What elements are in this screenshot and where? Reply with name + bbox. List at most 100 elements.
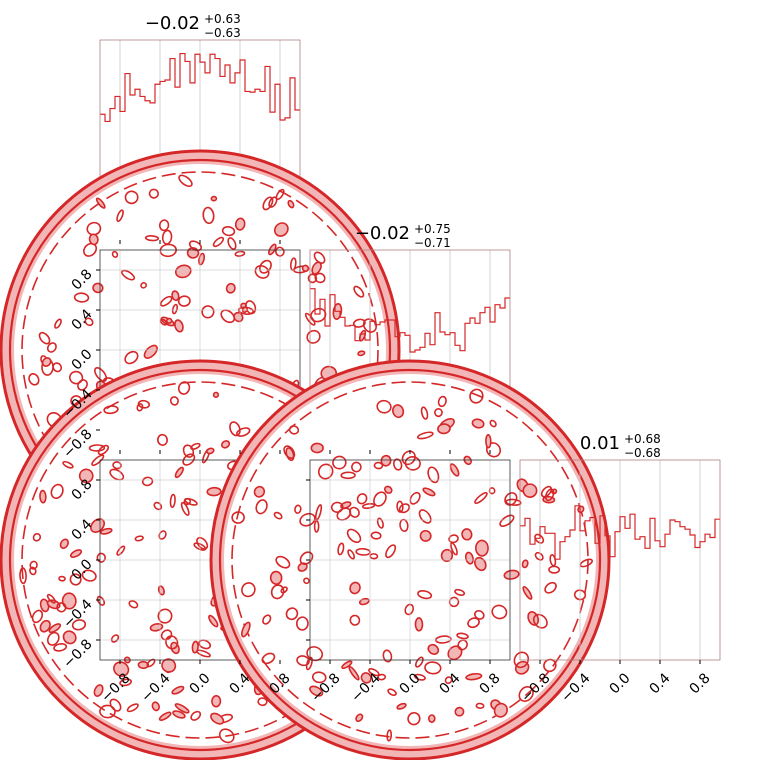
contour-blob <box>190 710 202 721</box>
contour-blob <box>50 483 64 499</box>
contour-blob <box>39 489 47 504</box>
contour-blob <box>310 442 324 454</box>
contour-blob <box>283 445 296 459</box>
contour-blob <box>174 466 184 479</box>
contour-blob <box>39 619 51 633</box>
contour-blob <box>385 544 397 559</box>
contour-blob <box>311 261 322 275</box>
contour-blob <box>111 250 119 258</box>
contour-blob <box>341 660 353 670</box>
contour-blob <box>196 536 209 550</box>
contour-blob <box>352 318 366 328</box>
contour-blob <box>444 676 453 685</box>
contour-blob <box>128 600 139 609</box>
contour-blob <box>361 502 376 510</box>
contour-blob <box>78 468 94 484</box>
contour-blob <box>160 629 173 641</box>
contour-blob <box>382 649 393 663</box>
contour-blob <box>54 318 62 329</box>
contour-blob <box>540 485 553 498</box>
contour-blob <box>370 531 382 540</box>
contour-blob <box>124 350 139 365</box>
histogram-1 <box>310 288 510 353</box>
title-0-minus: −0.63 <box>204 26 241 40</box>
contour-blob <box>227 237 237 250</box>
contour-blob <box>504 492 518 506</box>
contour-blob <box>360 672 372 684</box>
contour-blob <box>169 396 179 406</box>
contour-blob <box>427 466 440 484</box>
contour-blob <box>198 639 212 650</box>
contour-blob <box>543 658 557 673</box>
contour-blob <box>337 542 345 556</box>
contour-blob <box>32 533 42 542</box>
contour-blob <box>475 702 485 709</box>
contour-blob <box>493 702 508 718</box>
contour-blob <box>202 206 215 225</box>
contour-blob <box>396 500 404 513</box>
contour-blob <box>221 225 236 237</box>
contour-blob <box>38 331 51 345</box>
contour-blob <box>56 602 67 613</box>
contour-blob <box>144 235 160 242</box>
contour-blob <box>177 295 191 307</box>
contour-blob <box>212 236 225 248</box>
contour-blob <box>317 463 334 480</box>
contour-blob <box>413 673 426 681</box>
contour-blob <box>475 539 489 557</box>
contour-blob <box>137 399 151 409</box>
contour-blob <box>196 649 211 658</box>
contour-blob <box>190 442 201 450</box>
contour-blob <box>159 318 168 326</box>
contour-blob <box>409 491 421 505</box>
contour-blob <box>236 427 251 437</box>
contour-blob <box>437 395 447 408</box>
contour-blob <box>112 461 122 470</box>
contour-blob <box>349 581 361 595</box>
title-2-minus: −0.68 <box>624 446 661 460</box>
contour-blob <box>349 614 361 626</box>
contour-blob <box>424 661 442 675</box>
contour-blob <box>91 454 105 467</box>
contour-blob <box>353 285 365 298</box>
contour-blob <box>169 493 176 509</box>
contour-blob <box>544 581 557 594</box>
contour-blob <box>427 714 436 723</box>
contour-blob <box>392 404 405 419</box>
title-1-median: −0.02 <box>355 223 410 244</box>
contour-blob <box>103 405 119 415</box>
contour-blob <box>116 209 124 223</box>
contour-blob <box>269 570 283 585</box>
contour-blob <box>469 388 484 404</box>
contour-blob <box>573 589 587 601</box>
contour-blob <box>151 701 161 712</box>
contour-blob <box>301 264 310 272</box>
contour-blob <box>149 622 164 632</box>
contour-blob <box>396 702 407 710</box>
contour-blob <box>205 447 215 455</box>
contour-blob <box>454 588 466 597</box>
contour-blob <box>303 577 310 585</box>
contour-blob <box>313 520 320 533</box>
contour-blob <box>376 517 384 529</box>
contour-blob <box>157 433 168 446</box>
contour-blob <box>69 573 82 586</box>
contour-blob <box>471 418 485 429</box>
contour-blob <box>332 455 347 470</box>
contour-blob <box>191 640 199 654</box>
contour-blob <box>474 556 487 572</box>
contour-blob <box>422 487 436 497</box>
contour-blob <box>387 688 397 696</box>
contour-blob <box>19 567 27 585</box>
contour-blob <box>188 240 203 252</box>
contour-blob <box>88 444 106 452</box>
contour-blob <box>285 607 299 621</box>
contour-blob <box>178 174 193 188</box>
contour-blob <box>136 403 144 412</box>
contour-blob <box>171 290 180 302</box>
contour-blob <box>404 456 421 471</box>
contour-blob <box>210 712 225 725</box>
contour-blob <box>257 697 268 707</box>
contour-blob <box>346 528 362 544</box>
